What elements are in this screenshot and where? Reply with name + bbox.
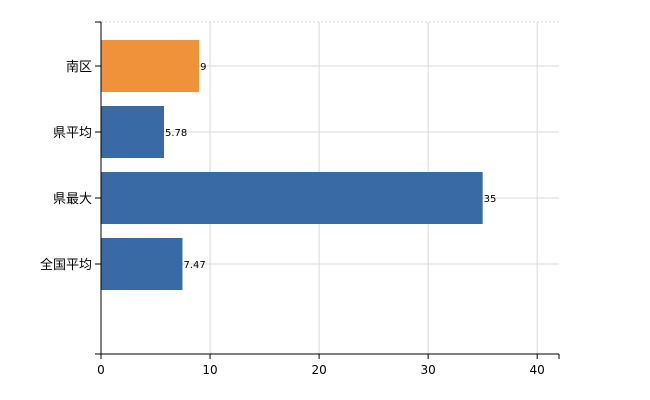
data-label-2: 35 xyxy=(484,194,497,205)
data-label-0: 9 xyxy=(200,62,206,73)
bar-3 xyxy=(101,238,183,290)
data-label-3: 7.47 xyxy=(183,260,205,271)
bars xyxy=(101,40,483,290)
x-tick-label-3: 30 xyxy=(421,363,436,377)
data-label-1: 5.78 xyxy=(165,128,187,139)
category-label-3: 全国平均 xyxy=(40,257,92,273)
category-label-0: 南区 xyxy=(66,59,92,75)
axes xyxy=(95,21,560,359)
bar-1 xyxy=(101,106,165,158)
x-tick-label-4: 40 xyxy=(530,363,545,377)
x-tick-label-2: 20 xyxy=(311,363,326,377)
x-tick-label-0: 0 xyxy=(97,363,105,377)
bar-0 xyxy=(101,40,200,92)
category-label-1: 県平均 xyxy=(53,126,92,141)
bar-2 xyxy=(101,172,483,224)
category-label-2: 県最大 xyxy=(53,192,92,207)
x-tick-label-1: 10 xyxy=(202,363,217,377)
